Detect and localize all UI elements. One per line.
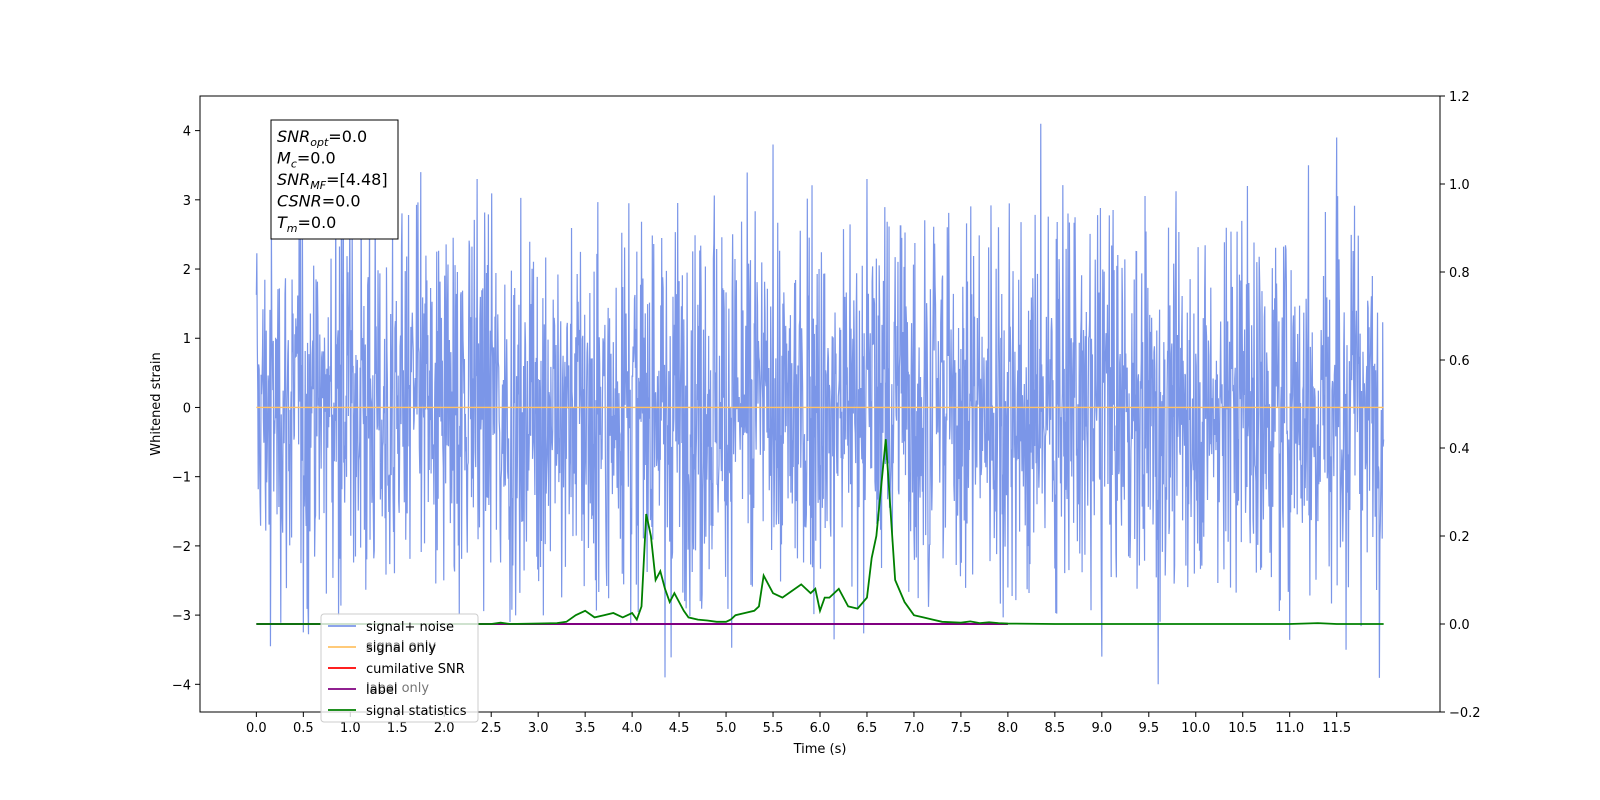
- series-signal-statistics: [256, 439, 1384, 625]
- y2-tick-label: 0.2: [1449, 530, 1470, 545]
- legend-frame: [320, 613, 479, 723]
- annotation-value: =[4.48]: [326, 170, 388, 189]
- y-tick-label: −2: [172, 540, 191, 555]
- x-tick-label: 10.5: [1228, 721, 1257, 736]
- x-tick-label: 1.0: [340, 721, 361, 736]
- y-tick-label: 2: [183, 263, 191, 278]
- annotation-value: =0.0: [322, 192, 361, 211]
- x-tick-label: 5.5: [763, 721, 784, 736]
- x-tick-label: 7.0: [904, 721, 925, 736]
- annotation-symbol: M: [277, 149, 291, 168]
- legend-entry: signal only: [366, 641, 436, 656]
- legend-entry: signal statistics: [366, 704, 467, 719]
- y-tick-label: −1: [172, 471, 191, 486]
- x-tick-label: 0.0: [246, 721, 267, 736]
- annotation-box: SNRopt=0.0Mc=0.0SNRMF=[4.48]CSNR=0.0Tm=0…: [270, 119, 399, 240]
- y2-tick-label: 0.4: [1449, 442, 1470, 457]
- y-tick-label: −3: [172, 609, 191, 624]
- annotation-line: CSNR=0.0: [277, 192, 361, 211]
- x-tick-label: 5.0: [716, 721, 737, 736]
- x-tick-label: 2.0: [434, 721, 455, 736]
- x-tick-label: 9.0: [1091, 721, 1112, 736]
- annotation-subscript: m: [287, 222, 298, 235]
- x-tick-label: 4.5: [669, 721, 690, 736]
- y-tick-label: 0: [183, 401, 191, 416]
- x-tick-label: 10.0: [1181, 721, 1210, 736]
- x-tick-label: 3.5: [575, 721, 596, 736]
- legend-ghost-text: signal only: [366, 639, 436, 654]
- y-axis-label: Whitened strain: [149, 352, 164, 455]
- x-tick-label: 8.5: [1045, 721, 1066, 736]
- legend: signal only label only signal+ noise signal…: [320, 613, 479, 723]
- x-tick-label: 0.5: [293, 721, 314, 736]
- legend-entry: signal+ noise: [366, 620, 454, 635]
- x-tick-label: 11.0: [1275, 721, 1304, 736]
- x-tick-label: 6.0: [810, 721, 831, 736]
- annotation-line: Mc=0.0: [277, 149, 336, 171]
- y2-tick-label: 1.0: [1449, 178, 1470, 193]
- legend-ghost-text: label only: [366, 681, 429, 696]
- annotation-value: =0.0: [328, 127, 367, 146]
- annotation-subscript: MF: [310, 179, 326, 192]
- y-tick-label: −4: [172, 678, 191, 693]
- annotation-line: Tm=0.0: [277, 213, 336, 235]
- y2-tick-label: 0.8: [1449, 266, 1470, 281]
- x-tick-label: 1.5: [387, 721, 408, 736]
- legend-entry: cumilative SNR: [366, 662, 465, 677]
- annotation-line: SNRMF=[4.48]: [277, 170, 388, 192]
- annotation-subscript: c: [291, 158, 297, 171]
- annotation-symbol: SNR: [277, 127, 310, 146]
- annotation-subscript: opt: [310, 136, 329, 149]
- x-tick-label: 2.5: [481, 721, 502, 736]
- y-axis-left: −4 −3 −2 −1 0 1 2 3 4: [172, 125, 200, 693]
- x-tick-label: 11.5: [1322, 721, 1351, 736]
- y2-tick-label: −0.2: [1449, 706, 1481, 721]
- annotation-value: =0.0: [298, 213, 337, 232]
- y-tick-label: 4: [183, 125, 191, 140]
- annotation-frame: [270, 119, 399, 240]
- annotation-symbol: T: [277, 213, 288, 232]
- y2-tick-label: 1.2: [1449, 90, 1470, 105]
- annotation-symbol: SNR: [277, 170, 310, 189]
- x-tick-label: 6.5: [857, 721, 878, 736]
- x-axis: 0.0 0.5 1.0 1.5 2.0 2.5 3.0 3.5 4.0 4.5 5.0 5.5 6.0 6…: [246, 712, 1351, 736]
- y-axis-right: −0.2 0.0 0.2 0.4 0.6 0.8 1.0 1.2: [1440, 90, 1481, 721]
- x-tick-label: 9.5: [1138, 721, 1159, 736]
- annotation-value: =0.0: [297, 149, 336, 168]
- x-axis-label: Time (s): [793, 742, 847, 757]
- x-tick-label: 3.0: [528, 721, 549, 736]
- y-tick-label: 1: [183, 332, 191, 347]
- y2-tick-label: 0.0: [1449, 618, 1470, 633]
- x-tick-label: 8.0: [998, 721, 1019, 736]
- y2-tick-label: 0.6: [1449, 354, 1470, 369]
- series-signal-noise: [255, 123, 1385, 685]
- legend-entry: label: [366, 683, 397, 698]
- x-tick-label: 7.5: [951, 721, 972, 736]
- x-tick-label: 4.0: [622, 721, 643, 736]
- y-tick-label: 3: [183, 194, 191, 209]
- annotation-symbol: CSNR: [277, 192, 322, 211]
- annotation-line: SNRopt=0.0: [277, 127, 367, 149]
